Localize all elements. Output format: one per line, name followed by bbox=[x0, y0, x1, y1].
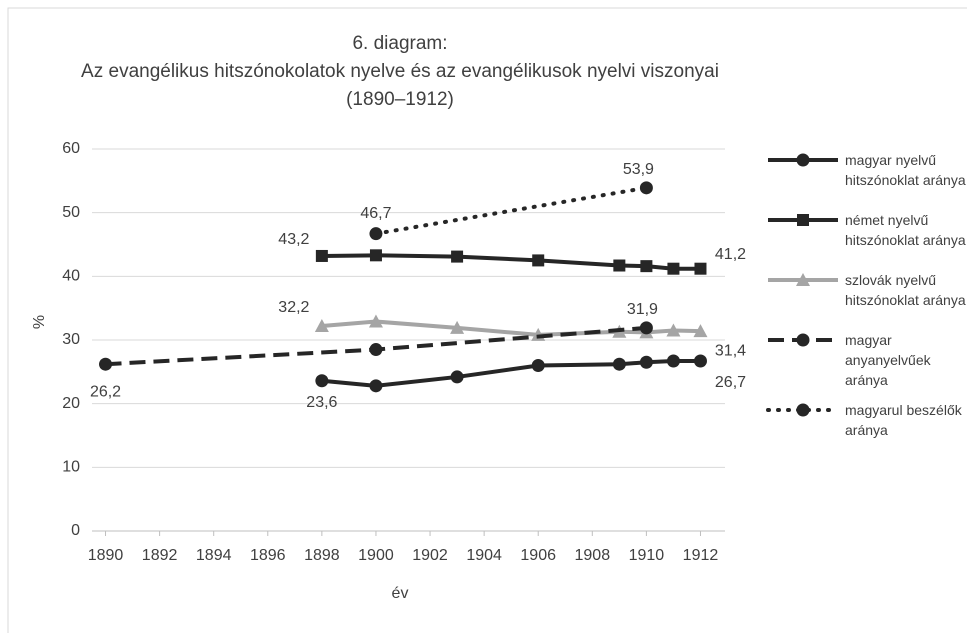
marker bbox=[315, 249, 328, 262]
y-tick-label: 50 bbox=[62, 204, 80, 221]
marker bbox=[666, 323, 681, 337]
marker bbox=[369, 379, 383, 393]
legend-label: magyarul beszélők aránya bbox=[845, 402, 962, 438]
marker bbox=[450, 370, 464, 384]
marker bbox=[450, 320, 465, 334]
marker bbox=[693, 324, 708, 338]
marker bbox=[99, 357, 113, 371]
legend-marker bbox=[796, 403, 810, 417]
legend-marker bbox=[796, 273, 810, 286]
x-tick-label: 1908 bbox=[575, 547, 611, 564]
marker bbox=[314, 318, 329, 332]
x-tick-label: 1892 bbox=[142, 547, 178, 564]
y-tick-label: 60 bbox=[62, 140, 80, 157]
legend-marker bbox=[796, 333, 810, 347]
series-line bbox=[321, 319, 701, 337]
chart-title: (1890–1912) bbox=[346, 89, 454, 110]
legend-marker bbox=[797, 214, 809, 226]
data-label: 26,2 bbox=[90, 383, 121, 400]
marker bbox=[693, 354, 707, 368]
marker bbox=[369, 249, 382, 262]
marker bbox=[612, 357, 626, 371]
data-label: 31,9 bbox=[627, 301, 658, 318]
y-tick-label: 30 bbox=[62, 331, 80, 348]
marker bbox=[532, 254, 545, 267]
legend-label: szlovák nyelvű hitszónoklat aránya bbox=[845, 272, 966, 308]
chart-title: Az evangélikus hitszónokolatok nyelve és… bbox=[81, 61, 719, 82]
marker bbox=[369, 227, 383, 241]
marker bbox=[613, 259, 626, 272]
marker bbox=[639, 181, 653, 195]
marker bbox=[667, 262, 680, 275]
x-tick-label: 1902 bbox=[412, 547, 448, 564]
x-tick-label: 1898 bbox=[304, 547, 340, 564]
marker bbox=[639, 321, 653, 335]
series-line bbox=[373, 185, 649, 236]
x-tick-label: 1896 bbox=[250, 547, 286, 564]
chart-title: 6. diagram: bbox=[352, 33, 447, 54]
legend-marker bbox=[796, 153, 810, 167]
marker bbox=[640, 260, 653, 273]
data-label: 31,4 bbox=[715, 342, 746, 359]
data-label: 43,2 bbox=[278, 231, 309, 248]
marker bbox=[694, 262, 707, 275]
marker bbox=[315, 374, 329, 388]
legend-label: magyar nyelvű hitszónoklat aránya bbox=[845, 152, 966, 188]
y-tick-label: 10 bbox=[62, 459, 80, 476]
x-tick-label: 1912 bbox=[683, 547, 719, 564]
data-label: 23,6 bbox=[306, 394, 337, 411]
x-tick-label: 1894 bbox=[196, 547, 232, 564]
marker bbox=[639, 355, 653, 369]
data-label: 26,7 bbox=[715, 374, 746, 391]
x-tick-label: 1910 bbox=[629, 547, 665, 564]
x-tick-label: 1900 bbox=[358, 547, 394, 564]
y-axis-label: % bbox=[31, 315, 48, 329]
y-tick-label: 0 bbox=[71, 522, 80, 539]
legend-label: német nyelvű hitszónoklat aránya bbox=[845, 212, 966, 248]
data-label: 32,2 bbox=[278, 299, 309, 316]
data-label: 53,9 bbox=[623, 161, 654, 178]
legend-label: magyar anyanyelvűek aránya bbox=[845, 332, 931, 388]
chart-frame bbox=[7, 7, 967, 633]
data-label: 41,2 bbox=[715, 246, 746, 263]
marker bbox=[369, 343, 383, 357]
x-axis-label: év bbox=[392, 585, 409, 602]
marker bbox=[368, 314, 383, 328]
y-tick-label: 20 bbox=[62, 395, 80, 412]
marker bbox=[531, 358, 545, 372]
y-tick-label: 40 bbox=[62, 268, 80, 285]
marker bbox=[451, 250, 464, 263]
x-tick-label: 1906 bbox=[520, 547, 556, 564]
x-tick-label: 1904 bbox=[466, 547, 502, 564]
data-label: 46,7 bbox=[360, 205, 391, 222]
marker bbox=[666, 354, 680, 368]
x-tick-label: 1890 bbox=[88, 547, 124, 564]
